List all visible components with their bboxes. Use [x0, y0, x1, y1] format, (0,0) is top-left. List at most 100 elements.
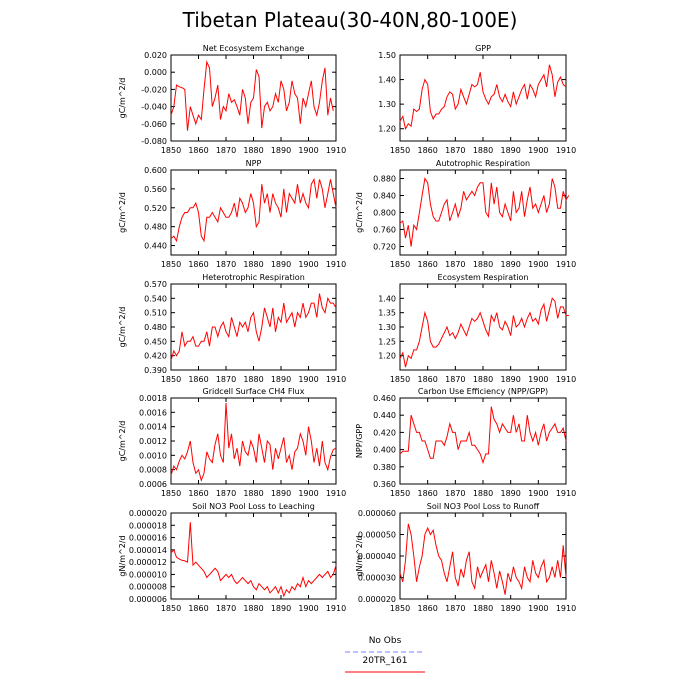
panel-7: Carbon Use Efficiency (NPP/GPP) 0.360 0.38…	[355, 387, 576, 498]
y-tick-label: 1.40	[378, 76, 396, 85]
x-tick-label: 1850	[161, 604, 181, 613]
series-line	[399, 177, 570, 247]
y-tick-label: 0.400	[373, 446, 396, 455]
panel-4: Heterotrophic Respiration 0.390 0.420 0.450…	[118, 273, 346, 384]
y-tick-label: 1.30	[378, 100, 396, 109]
panel-title: Heterotrophic Respiration	[202, 273, 305, 282]
plot-frame	[399, 283, 567, 371]
x-tick-label: 1900	[298, 260, 318, 269]
x-tick-label: 1890	[271, 489, 291, 498]
x-tick-label: 1850	[390, 604, 410, 613]
x-tick-label: 1910	[556, 146, 576, 155]
legend-label: No Obs	[369, 636, 402, 646]
y-tick-label: 0.000020	[129, 509, 167, 518]
x-tick-label: 1850	[161, 375, 181, 384]
x-tick-label: 1910	[556, 489, 576, 498]
x-tick-label: 1850	[161, 489, 181, 498]
y-tick-label: 0.880	[373, 175, 396, 184]
x-tick-label: 1910	[556, 375, 576, 384]
y-tick-label: 0.800	[373, 209, 396, 218]
y-tick-label: 0.000060	[358, 509, 396, 518]
series-line	[399, 523, 567, 595]
x-tick-label: 1880	[243, 604, 263, 613]
y-tick-label: 1.20	[378, 125, 396, 134]
y-tick-label: 0.000018	[129, 521, 167, 530]
y-tick-label: 0.540	[144, 294, 167, 303]
legend-label: 20TR_161	[363, 656, 408, 666]
y-tick-label: 0.380	[373, 463, 396, 472]
x-tick-label: 1890	[271, 375, 291, 384]
panel-2: NPP 0.440 0.480 0.520 0.560 0.600 1850 1860 1870…	[118, 159, 346, 269]
y-tick-label: 0.000008	[129, 583, 167, 592]
x-tick-label: 1870	[216, 375, 236, 384]
y-tick-label: 0.480	[144, 323, 167, 332]
x-tick-label: 1910	[556, 604, 576, 613]
y-tick-label: 0.000	[144, 68, 167, 77]
x-tick-label: 1870	[216, 146, 236, 155]
y-tick-label: 0.000012	[129, 558, 167, 567]
y-tick-label: 0.440	[373, 411, 396, 420]
x-tick-label: 1900	[298, 375, 318, 384]
plot-frame	[399, 512, 567, 600]
series-line	[170, 522, 337, 598]
y-tick-label: 0.570	[144, 280, 167, 289]
y-tick-label: 0.000006	[129, 595, 167, 604]
page-title: Tibetan Plateau(30-40N,80-100E)	[182, 8, 518, 32]
y-tick-label: -0.020	[141, 85, 167, 94]
x-tick-label: 1880	[243, 375, 263, 384]
series-line	[399, 64, 567, 131]
y-axis-label: NPP/GPP	[355, 424, 364, 458]
x-tick-label: 1890	[500, 604, 520, 613]
x-tick-label: 1900	[298, 489, 318, 498]
y-tick-label: 0.020	[144, 51, 167, 60]
x-tick-label: 1880	[473, 146, 493, 155]
y-tick-label: 0.000016	[129, 534, 167, 543]
panel-title: Ecosystem Respiration	[438, 273, 529, 282]
y-tick-label: 0.560	[144, 185, 167, 194]
y-tick-label: 0.0012	[139, 437, 167, 446]
series-line	[170, 59, 334, 131]
x-tick-label: 1860	[188, 604, 208, 613]
x-tick-label: 1850	[390, 260, 410, 269]
x-tick-label: 1900	[528, 604, 548, 613]
y-tick-label: 0.440	[144, 242, 167, 251]
x-tick-label: 1870	[216, 260, 236, 269]
y-tick-label: 0.0018	[139, 394, 167, 403]
x-tick-label: 1890	[500, 260, 520, 269]
x-tick-label: 1900	[298, 604, 318, 613]
x-tick-label: 1890	[500, 489, 520, 498]
x-tick-label: 1910	[326, 604, 346, 613]
x-tick-label: 1860	[188, 146, 208, 155]
x-tick-label: 1880	[243, 146, 263, 155]
panel-title: Soil NO3 Pool Loss to Runoff	[427, 502, 540, 511]
y-tick-label: 0.0010	[139, 451, 167, 460]
x-tick-label: 1890	[271, 260, 291, 269]
x-tick-label: 1880	[473, 604, 493, 613]
x-tick-label: 1900	[298, 146, 318, 155]
y-tick-label: 1.20	[378, 352, 396, 361]
x-tick-label: 1890	[500, 375, 520, 384]
y-tick-label: 0.460	[373, 394, 396, 403]
y-tick-label: 1.25	[378, 337, 396, 346]
panel-title: GPP	[475, 44, 491, 53]
x-tick-label: 1870	[445, 260, 465, 269]
x-tick-label: 1850	[390, 489, 410, 498]
y-axis-label: gC/m^2/d	[355, 192, 364, 233]
panel-0: Net Ecosystem Exchange -0.080 -0.060 -0.040…	[118, 44, 346, 155]
panel-title: Autotrophic Respiration	[436, 159, 530, 168]
panel-9: Soil NO3 Pool Loss to Runoff 0.000020 0.00…	[355, 502, 576, 613]
plot-frame	[399, 54, 567, 142]
y-axis-label: gC/m^2/d	[118, 421, 127, 462]
y-tick-label: 0.360	[373, 480, 396, 489]
x-tick-label: 1870	[445, 489, 465, 498]
x-tick-label: 1880	[473, 489, 493, 498]
x-tick-label: 1900	[528, 260, 548, 269]
panel-3: Autotrophic Respiration 0.720 0.760 0.800 0.…	[355, 159, 576, 269]
y-tick-label: 0.450	[144, 337, 167, 346]
panel-title: Gridcell Surface CH4 Flux	[203, 387, 305, 396]
y-tick-label: 0.000010	[129, 570, 167, 579]
panel-title: NPP	[246, 159, 262, 168]
panel-title: Net Ecosystem Exchange	[203, 44, 305, 53]
y-tick-label: 1.35	[378, 309, 396, 318]
